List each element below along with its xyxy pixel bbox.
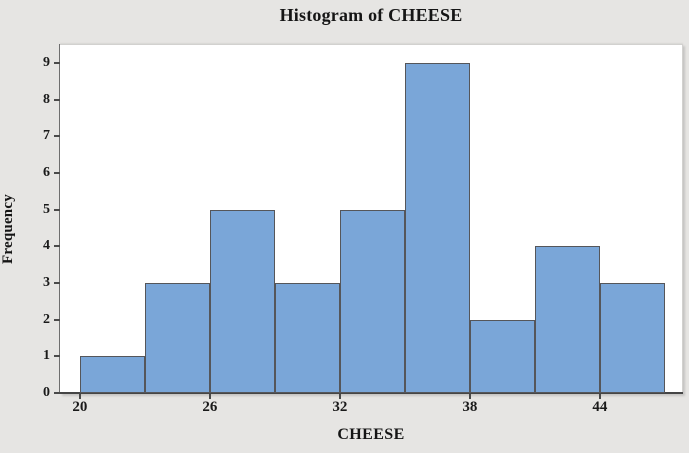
y-tick [54, 355, 60, 358]
y-tick [54, 62, 60, 65]
y-tick [54, 208, 60, 211]
x-tick [598, 394, 601, 399]
y-tick [54, 172, 60, 174]
y-tick [54, 392, 60, 394]
y-tick [54, 318, 60, 321]
histogram-bar [339, 209, 405, 393]
y-tick-label: 9 [43, 55, 50, 71]
histogram-bar [144, 283, 210, 393]
y-tick-label: 2 [43, 311, 50, 327]
histogram-bar [209, 209, 275, 393]
y-tick-label: 1 [43, 348, 50, 364]
y-tick-label: 6 [43, 165, 50, 180]
y-tick-label: 3 [43, 275, 50, 290]
x-tick-label: 44 [592, 399, 608, 415]
y-tick-label: 7 [43, 128, 50, 144]
histogram-bar [469, 319, 535, 393]
x-tick-label: 32 [332, 399, 348, 415]
y-tick-label: 0 [43, 385, 50, 400]
chart-title: Histogram of CHEESE [279, 5, 463, 25]
x-axis-line [59, 392, 683, 394]
y-axis-line [59, 44, 60, 393]
y-tick [54, 282, 60, 284]
y-tick [54, 245, 60, 248]
x-tick-label: 26 [202, 399, 218, 415]
histogram-bar [274, 283, 340, 393]
y-tick [54, 135, 60, 138]
x-tick [208, 394, 211, 399]
x-tick [338, 394, 341, 399]
histogram-bar [404, 63, 470, 393]
histogram-bar [534, 246, 600, 393]
histogram-bar [79, 356, 145, 393]
x-tick-label: 20 [72, 399, 88, 415]
x-tick [468, 394, 471, 399]
y-tick-label: 8 [43, 91, 50, 107]
x-tick-label: 38 [462, 399, 478, 415]
x-tick [78, 394, 81, 399]
y-tick [54, 98, 60, 101]
y-axis-label: Frequency [0, 194, 16, 264]
histogram-bar [599, 283, 665, 393]
x-axis-label: CHEESE [337, 426, 405, 443]
y-tick-label: 4 [43, 238, 50, 254]
y-tick-label: 5 [43, 201, 50, 217]
